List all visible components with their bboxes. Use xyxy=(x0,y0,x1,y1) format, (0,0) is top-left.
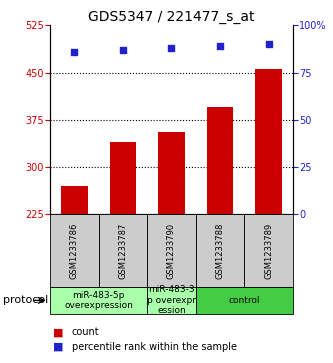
Point xyxy=(120,47,126,53)
Title: GDS5347 / 221477_s_at: GDS5347 / 221477_s_at xyxy=(88,11,255,24)
Text: GSM1233789: GSM1233789 xyxy=(264,223,273,278)
Bar xyxy=(207,107,233,214)
Text: GSM1233786: GSM1233786 xyxy=(70,222,79,279)
Text: GSM1233788: GSM1233788 xyxy=(215,222,225,279)
Text: miR-483-5p
overexpression: miR-483-5p overexpression xyxy=(64,291,133,310)
Text: protocol: protocol xyxy=(3,295,49,305)
Bar xyxy=(158,132,185,214)
Bar xyxy=(61,186,88,214)
Text: GSM1233787: GSM1233787 xyxy=(118,222,128,279)
Point xyxy=(266,41,271,47)
Bar xyxy=(255,69,282,214)
Bar xyxy=(110,142,136,214)
Text: ■: ■ xyxy=(53,342,64,352)
Text: percentile rank within the sample: percentile rank within the sample xyxy=(72,342,236,352)
Text: GSM1233790: GSM1233790 xyxy=(167,223,176,278)
Text: ■: ■ xyxy=(53,327,64,337)
Point xyxy=(217,43,223,49)
Text: control: control xyxy=(229,296,260,305)
Text: count: count xyxy=(72,327,99,337)
Point xyxy=(72,49,77,55)
Point xyxy=(169,45,174,51)
Text: miR-483-3
p overexpr
ession: miR-483-3 p overexpr ession xyxy=(147,285,196,315)
